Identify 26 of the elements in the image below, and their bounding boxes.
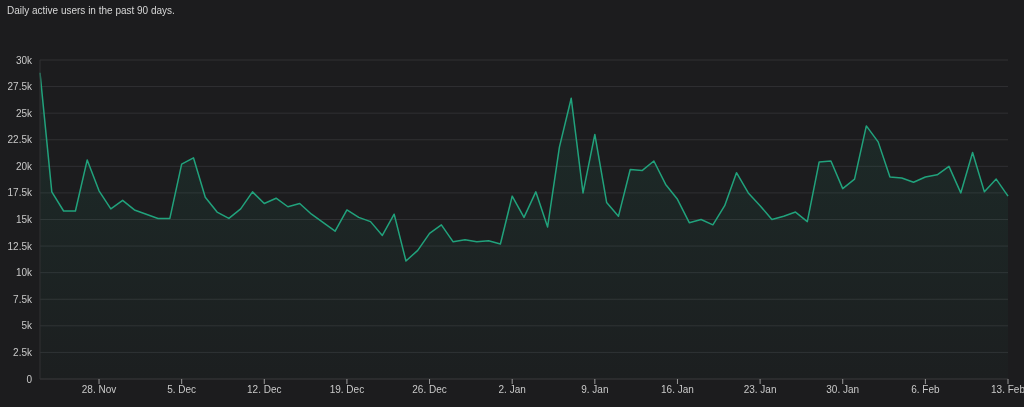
x-tick-label: 23. Jan xyxy=(743,384,777,396)
x-tick-label: 12. Dec xyxy=(247,384,282,396)
y-tick-label: 15k xyxy=(15,214,33,226)
y-tick-label: 27.5k xyxy=(7,81,33,93)
y-tick-label: 20k xyxy=(15,160,33,172)
x-tick-label: 28. Nov xyxy=(81,384,117,396)
x-tick-label: 26. Dec xyxy=(412,384,447,396)
y-tick-label: 5k xyxy=(21,320,33,332)
y-tick-label: 0 xyxy=(26,373,33,385)
x-tick-label: 30. Jan xyxy=(826,384,860,396)
x-tick-label: 13. Feb xyxy=(991,384,1024,396)
y-tick-label: 17.5k xyxy=(7,187,33,199)
x-tick-label: 2. Jan xyxy=(498,384,526,396)
y-tick-label: 10k xyxy=(15,267,33,279)
chart-title: Daily active users in the past 90 days. xyxy=(7,5,175,16)
y-tick-label: 22.5k xyxy=(7,134,33,146)
y-tick-label: 12.5k xyxy=(7,240,33,252)
y-tick-label: 7.5k xyxy=(13,293,33,305)
x-tick-label: 9. Jan xyxy=(581,384,609,396)
x-tick-label: 5. Dec xyxy=(167,384,197,396)
y-tick-label: 2.5k xyxy=(13,346,33,358)
x-tick-label: 19. Dec xyxy=(329,384,365,396)
y-tick-label: 30k xyxy=(15,54,33,66)
x-tick-label: 6. Feb xyxy=(911,384,940,396)
x-tick-label: 16. Jan xyxy=(661,384,694,396)
y-tick-label: 25k xyxy=(15,107,33,119)
